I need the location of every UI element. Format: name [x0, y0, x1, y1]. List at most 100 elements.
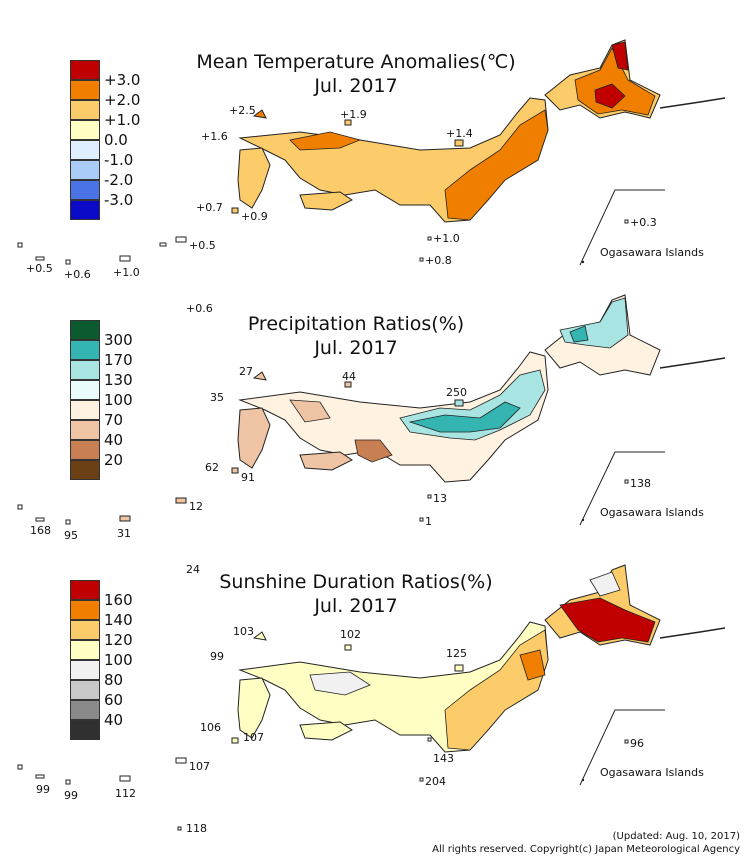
temperature-map — [17, 39, 726, 266]
legend-swatch — [70, 140, 100, 160]
legend-swatch — [70, 620, 100, 640]
temperature-title: Mean Temperature Anomalies(℃) — [196, 51, 516, 73]
station-value: +1.0 — [113, 266, 140, 279]
legend-swatch — [70, 160, 100, 180]
island — [427, 236, 432, 241]
station-value: 1 — [425, 515, 432, 528]
precipitation-map — [17, 294, 726, 526]
island — [119, 515, 131, 522]
sunny-zone — [519, 649, 546, 681]
hot-anomaly-zone — [574, 47, 656, 116]
station-value: 99 — [210, 650, 224, 663]
station-value: 62 — [205, 461, 219, 474]
station-value: 95 — [64, 529, 78, 542]
sunshine-period: Jul. 2017 — [314, 595, 398, 617]
station-value: +0.6 — [186, 302, 213, 315]
legend-label: 40 — [104, 431, 124, 449]
station-value: +1.9 — [340, 108, 367, 121]
station-value: +0.5 — [26, 262, 53, 275]
dry-zone — [354, 439, 393, 463]
island — [159, 242, 167, 247]
footer: (Updated: Aug. 10, 2017) All rights rese… — [432, 830, 740, 856]
temperature-legend — [70, 60, 100, 220]
kyushu-region — [237, 677, 271, 739]
legend-swatch — [70, 660, 100, 680]
station-value: +1.4 — [446, 127, 473, 140]
island — [581, 518, 585, 522]
station-value: 112 — [115, 787, 136, 800]
station-value: +0.3 — [630, 216, 657, 229]
island — [231, 467, 239, 474]
island — [454, 664, 464, 672]
island — [119, 775, 131, 782]
legend-label: -2.0 — [104, 171, 134, 189]
hot-anomaly-zone — [611, 41, 629, 71]
legend-swatch — [70, 460, 100, 480]
legend-swatch — [70, 80, 100, 100]
cloudy-zone — [589, 571, 621, 597]
dry-zone — [289, 399, 331, 423]
sunshine-panel: Sunshine Duration Ratios(%) Jul. 2017 16… — [0, 560, 750, 860]
sunshine-map — [17, 564, 726, 831]
island — [581, 778, 585, 782]
legend-label: 300 — [104, 331, 133, 349]
legend-label: 60 — [104, 691, 124, 709]
legend-swatch — [70, 340, 100, 360]
legend-swatch — [70, 180, 100, 200]
kyushu-region — [237, 147, 271, 209]
legend-label: 130 — [104, 371, 133, 389]
sunshine-title: Sunshine Duration Ratios(%) — [219, 571, 493, 593]
legend-label: 100 — [104, 391, 133, 409]
island — [419, 257, 424, 262]
island — [175, 497, 187, 504]
legend-label: +1.0 — [104, 111, 141, 129]
island — [427, 494, 432, 499]
station-value: 125 — [446, 647, 467, 660]
island — [35, 774, 45, 779]
legend-label: 120 — [104, 631, 133, 649]
island — [177, 826, 182, 831]
precipitation-title: Precipitation Ratios(%) — [247, 313, 465, 335]
legend-swatch — [70, 680, 100, 700]
warm-anomaly-zone — [289, 131, 362, 151]
island — [624, 479, 629, 484]
station-value: +0.7 — [196, 201, 223, 214]
updated-note: (Updated: Aug. 10, 2017) — [612, 831, 740, 842]
very-sunny-zone — [559, 597, 656, 643]
ogasawara-inset-border — [579, 451, 665, 526]
island — [17, 242, 23, 248]
legend-swatch — [70, 720, 100, 740]
station-value: 102 — [340, 628, 361, 641]
legend-label: +3.0 — [104, 71, 141, 89]
legend-swatch — [70, 700, 100, 720]
legend-swatch — [70, 320, 100, 340]
island — [419, 517, 424, 522]
island — [427, 737, 432, 742]
island — [581, 260, 585, 264]
station-value: 91 — [241, 471, 255, 484]
island — [231, 207, 239, 214]
legend-label: 100 — [104, 651, 133, 669]
legend-label: 0.0 — [104, 131, 128, 149]
eastern-islands — [659, 627, 726, 639]
legend-label: 40 — [104, 711, 124, 729]
station-value: +1.6 — [201, 130, 228, 143]
island — [175, 757, 187, 764]
legend-swatch — [70, 580, 100, 600]
temperature-panel: Mean Temperature Anomalies(℃) Jul. 2017 … — [0, 0, 750, 315]
island — [65, 259, 71, 265]
ogasawara-label: Ogasawara Islands — [600, 246, 704, 259]
shikoku-region — [299, 721, 353, 741]
station-value: 27 — [239, 365, 253, 378]
island — [252, 631, 267, 641]
island — [35, 517, 45, 522]
station-value: +0.6 — [64, 268, 91, 281]
station-value: 44 — [342, 370, 356, 383]
island — [419, 777, 424, 782]
legend-swatch — [70, 640, 100, 660]
kyushu-region — [237, 407, 271, 469]
shikoku-region — [299, 451, 353, 471]
station-value: 103 — [233, 625, 254, 638]
legend-label: 140 — [104, 611, 133, 629]
island — [119, 255, 131, 262]
